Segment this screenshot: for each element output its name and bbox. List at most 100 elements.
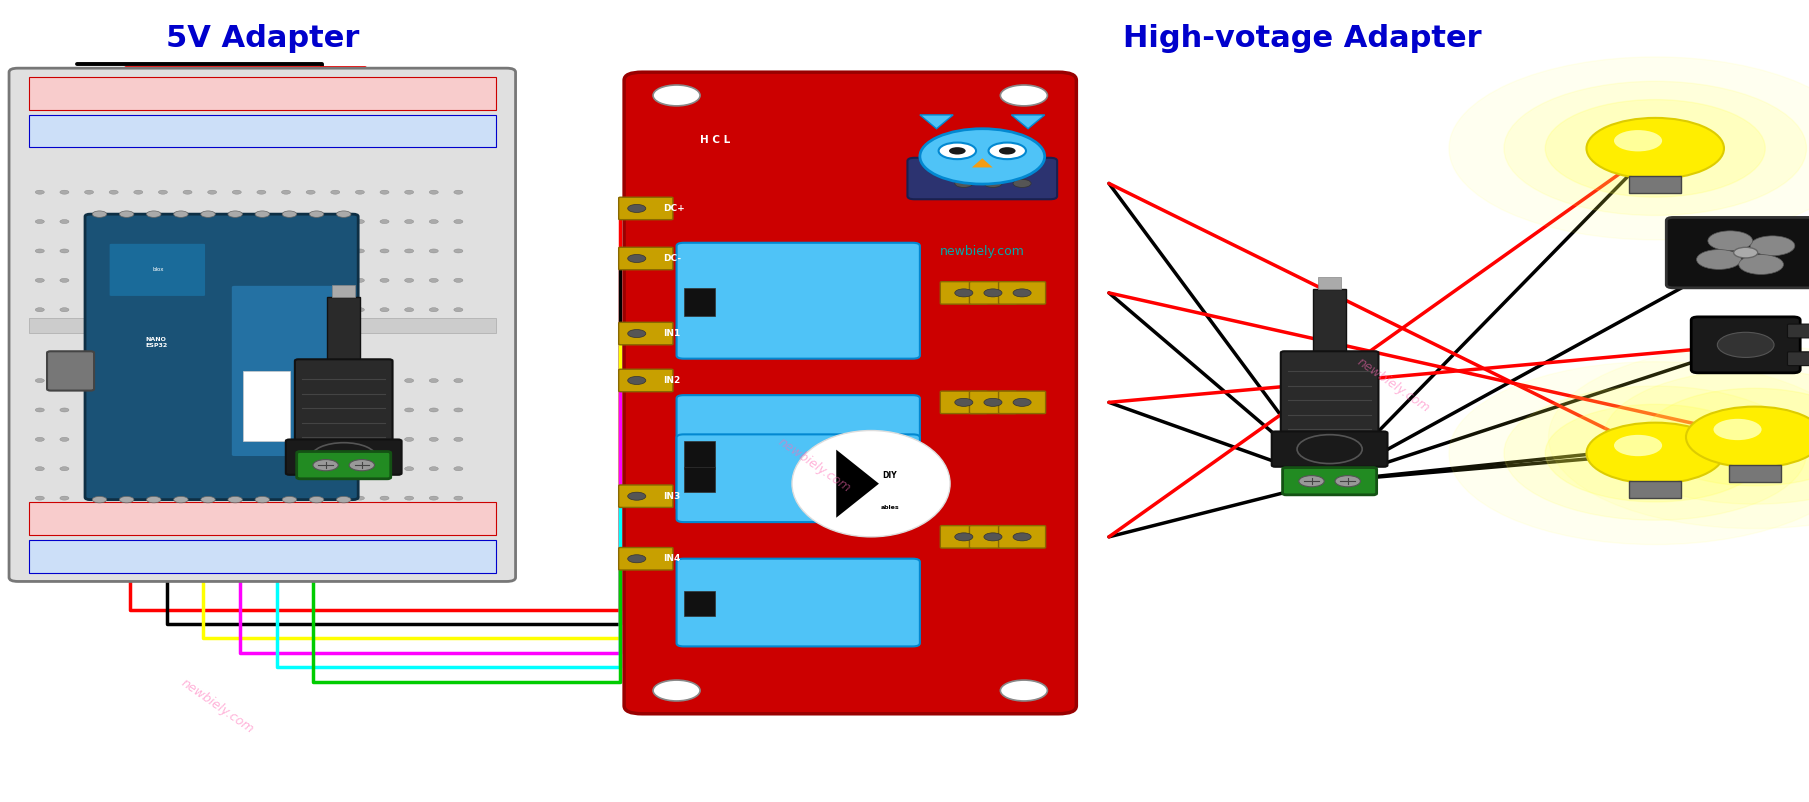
Circle shape (60, 467, 69, 471)
Circle shape (159, 278, 168, 282)
Circle shape (429, 249, 438, 253)
Circle shape (228, 211, 242, 217)
Circle shape (34, 190, 43, 194)
Circle shape (454, 408, 463, 412)
Circle shape (232, 408, 241, 412)
Text: H C L: H C L (700, 135, 731, 144)
Circle shape (60, 379, 69, 383)
FancyBboxPatch shape (1313, 289, 1346, 393)
FancyBboxPatch shape (242, 371, 289, 441)
Circle shape (183, 496, 192, 500)
Circle shape (1713, 419, 1762, 440)
FancyBboxPatch shape (110, 244, 204, 296)
Circle shape (1614, 130, 1662, 152)
Circle shape (134, 408, 143, 412)
Circle shape (1738, 254, 1784, 274)
Circle shape (109, 379, 118, 383)
Circle shape (380, 249, 389, 253)
Circle shape (380, 190, 389, 194)
Circle shape (183, 308, 192, 312)
FancyBboxPatch shape (1630, 481, 1681, 498)
Circle shape (454, 220, 463, 224)
Circle shape (257, 190, 266, 194)
Polygon shape (971, 158, 993, 168)
Circle shape (257, 496, 266, 500)
Circle shape (331, 467, 340, 471)
Circle shape (208, 220, 217, 224)
Circle shape (282, 278, 291, 282)
Circle shape (257, 220, 266, 224)
Circle shape (257, 278, 266, 282)
FancyBboxPatch shape (619, 548, 673, 570)
FancyBboxPatch shape (1691, 317, 1800, 373)
FancyBboxPatch shape (677, 395, 921, 511)
Circle shape (208, 496, 217, 500)
Circle shape (208, 408, 217, 412)
FancyBboxPatch shape (999, 391, 1046, 414)
FancyBboxPatch shape (29, 77, 496, 110)
Text: DC-: DC- (662, 254, 682, 263)
Circle shape (1586, 118, 1724, 179)
FancyBboxPatch shape (941, 525, 988, 548)
Circle shape (405, 408, 414, 412)
FancyBboxPatch shape (677, 435, 921, 522)
Circle shape (60, 496, 69, 500)
Circle shape (1644, 388, 1809, 486)
Circle shape (232, 190, 241, 194)
Circle shape (257, 379, 266, 383)
Circle shape (984, 533, 1002, 541)
Circle shape (183, 437, 192, 441)
Circle shape (1000, 85, 1047, 106)
Circle shape (380, 408, 389, 412)
Circle shape (201, 496, 215, 503)
Circle shape (429, 437, 438, 441)
Circle shape (653, 85, 700, 106)
Circle shape (34, 308, 43, 312)
Circle shape (208, 249, 217, 253)
Circle shape (306, 437, 315, 441)
FancyBboxPatch shape (677, 243, 921, 358)
FancyBboxPatch shape (333, 285, 355, 297)
Circle shape (429, 496, 438, 500)
Text: IN3: IN3 (662, 492, 680, 500)
Circle shape (1545, 99, 1766, 197)
Ellipse shape (792, 431, 950, 537)
Circle shape (380, 496, 389, 500)
FancyBboxPatch shape (677, 559, 921, 646)
Circle shape (405, 379, 414, 383)
Circle shape (60, 308, 69, 312)
Circle shape (955, 289, 973, 297)
Circle shape (134, 190, 143, 194)
Circle shape (984, 399, 1002, 407)
Circle shape (282, 249, 291, 253)
FancyBboxPatch shape (47, 351, 94, 391)
Circle shape (405, 467, 414, 471)
Circle shape (1013, 399, 1031, 407)
Polygon shape (836, 450, 879, 518)
Circle shape (1708, 231, 1753, 251)
Circle shape (257, 467, 266, 471)
Circle shape (282, 496, 297, 503)
Circle shape (159, 308, 168, 312)
Circle shape (306, 249, 315, 253)
Circle shape (331, 379, 340, 383)
Circle shape (85, 249, 94, 253)
FancyBboxPatch shape (85, 214, 358, 500)
Circle shape (380, 220, 389, 224)
Circle shape (1749, 236, 1795, 256)
Circle shape (34, 379, 43, 383)
Circle shape (85, 220, 94, 224)
Circle shape (208, 437, 217, 441)
Text: IN2: IN2 (662, 376, 680, 385)
Circle shape (34, 249, 43, 253)
Circle shape (454, 437, 463, 441)
Circle shape (405, 278, 414, 282)
Circle shape (134, 308, 143, 312)
Text: IN1: IN1 (662, 329, 680, 338)
Circle shape (183, 467, 192, 471)
Circle shape (331, 308, 340, 312)
Circle shape (109, 437, 118, 441)
Circle shape (282, 308, 291, 312)
Circle shape (208, 379, 217, 383)
FancyBboxPatch shape (908, 158, 1056, 199)
